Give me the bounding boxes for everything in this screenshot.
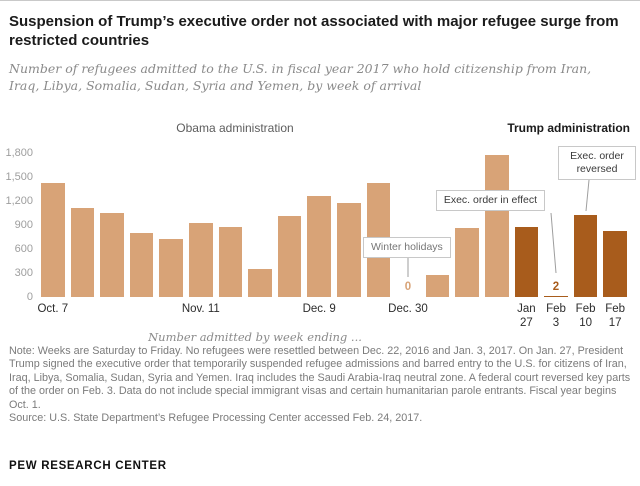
note-text: Note: Weeks are Saturday to Friday. No r… [9, 345, 631, 411]
bar-week-oct-28 [129, 233, 154, 297]
bar-week-nov-25 [248, 269, 272, 297]
bar-week-dec-9 [307, 196, 331, 297]
x-axis-label-dec-9: Dec. 9 [302, 303, 336, 315]
era-label-trump: Trump administration [507, 121, 630, 135]
y-axis-tick-label: 0 [26, 290, 33, 303]
bar-week-oct-14 [70, 208, 95, 297]
x-axis-label-feb-17: Feb 17 [605, 303, 626, 329]
bar-week-nov-4 [159, 239, 183, 297]
y-axis-tick-label: 1,200 [5, 194, 33, 207]
bar-week-dec-2 [277, 216, 302, 297]
bar-week-oct-21 [100, 213, 124, 297]
x-axis-caption: Number admitted by week ending ... [148, 330, 362, 344]
y-axis-tick-label: 300 [14, 266, 33, 279]
annotation-exec-order-reversed: Exec. order reversed [558, 146, 636, 180]
bar-week-dec-16 [337, 203, 361, 297]
y-axis-tick-label: 600 [14, 242, 33, 255]
bar-week-jan-27 [514, 227, 539, 297]
annotation-winter-holidays: Winter holidays [363, 237, 451, 258]
bar-week-jan-20 [485, 155, 509, 297]
annotation-exec-order-in-effect: Exec. order in effect [435, 190, 545, 211]
x-axis-label-feb-3: Feb 3 [546, 303, 566, 329]
x-axis-label-jan-27: Jan 27 [517, 303, 536, 329]
y-axis-tick-label: 1,800 [5, 146, 33, 159]
bar-week-nov-18 [218, 227, 243, 297]
bar-week-feb-10 [573, 215, 598, 297]
bar-week-jan-6 [425, 275, 450, 297]
x-axis-label-feb-10: Feb 10 [575, 303, 596, 329]
y-axis-tick-label: 1,500 [5, 170, 33, 183]
source-text: Source: U.S. State Department’s Refugee … [9, 412, 423, 425]
page-subtitle: Number of refugees admitted to the U.S. … [9, 61, 592, 93]
bar-week-jan-13 [455, 228, 479, 297]
brand-pew-research-center: PEW RESEARCH CENTER [9, 460, 167, 472]
bar-week-nov-11 [189, 223, 213, 297]
page-title: Suspension of Trump’s executive order no… [9, 13, 619, 49]
footnote-block: Note: Weeks are Saturday to Friday. No r… [9, 345, 633, 425]
bar-week-feb-17 [603, 231, 627, 297]
bar-week-oct-7 [41, 183, 65, 297]
x-axis-label-oct-7: Oct. 7 [37, 303, 69, 315]
value-label-feb-3: 2 [552, 281, 560, 293]
x-axis-label-dec-30: Dec. 30 [388, 303, 428, 315]
value-label-dec-30: 0 [404, 281, 412, 293]
era-label-obama: Obama administration [176, 121, 294, 135]
x-axis-label-nov-11: Nov. 11 [181, 303, 220, 315]
y-axis-tick-label: 900 [14, 218, 33, 231]
bar-week-feb-3 [544, 296, 568, 297]
